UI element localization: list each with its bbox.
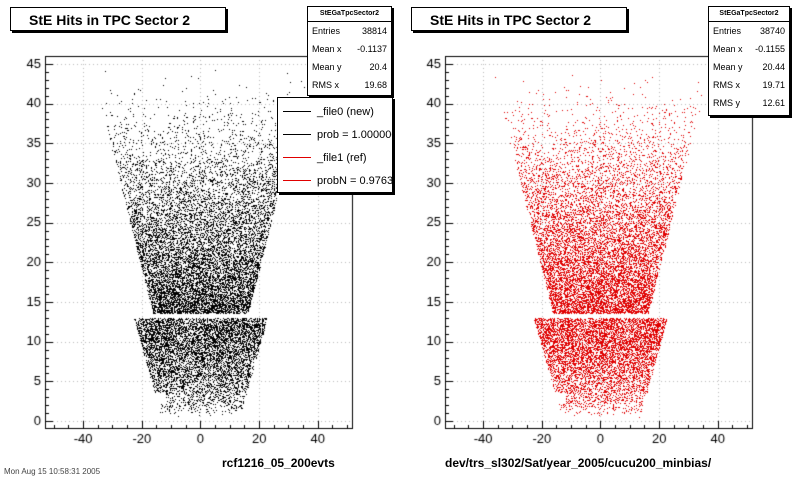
x-caption-left: rcf1216_05_200evts: [222, 456, 335, 470]
legend-line-black: [283, 134, 311, 135]
plot-title-left: StE Hits in TPC Sector 2: [10, 7, 226, 31]
stats-row-mean-x: Mean x -0.1137: [312, 44, 387, 54]
stats-box-right: StEGaTpcSector2 Entries 38740 Mean x -0.11…: [708, 6, 790, 116]
x-caption-right: dev/trs_sl302/Sat/year_2005/cucu200_minb…: [445, 456, 712, 470]
stats-name: StEGaTpcSector2: [709, 7, 789, 22]
legend-line-red: [283, 157, 311, 158]
stats-row-rms-x: RMS x 19.68: [312, 80, 387, 90]
legend-line-red: [283, 180, 311, 181]
stats-row-entries: Entries 38814: [312, 26, 387, 36]
stats-row-rms-y: RMS y 12.61: [713, 98, 785, 108]
stats-row-rms-x: RMS x 19.71: [713, 80, 785, 90]
datestamp: Mon Aug 15 10:58:31 2005: [4, 467, 101, 476]
stats-row-mean-x: Mean x -0.1155: [713, 44, 785, 54]
legend-line-black: [283, 111, 311, 112]
stats-row-mean-y: Mean y 20.4: [312, 62, 387, 72]
stats-row-entries: Entries 38740: [713, 26, 785, 36]
plot-title-right: StE Hits in TPC Sector 2: [411, 7, 627, 31]
legend-entry-probn: probN = 0.976327: [278, 169, 392, 192]
stats-box-left: StEGaTpcSector2 Entries 38814 Mean x -0.11…: [307, 6, 392, 96]
legend-entry-file1: _file1 (ref): [278, 146, 392, 169]
stats-row-mean-y: Mean y 20.44: [713, 62, 785, 72]
legend-entry-prob: prob = 1.000000: [278, 123, 392, 146]
legend-entry-file0: _file0 (new): [278, 100, 392, 123]
stats-name: StEGaTpcSector2: [308, 7, 391, 22]
legend-box: _file0 (new) prob = 1.000000 _file1 (ref…: [277, 97, 393, 193]
